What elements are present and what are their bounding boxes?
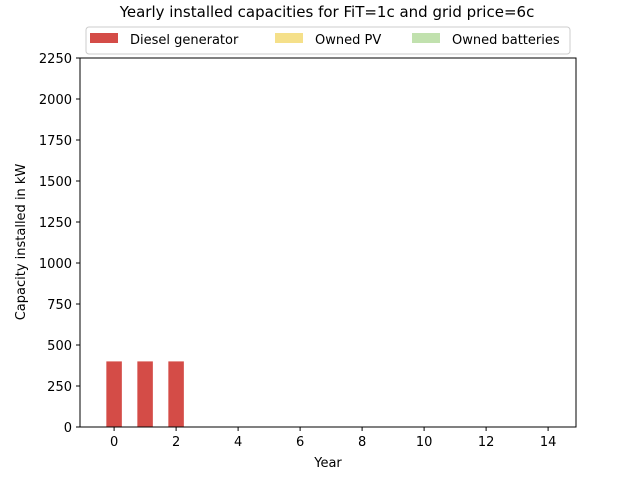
y-tick-label: 1000 bbox=[39, 257, 72, 272]
y-tick-label: 1750 bbox=[39, 134, 72, 149]
x-tick-label: 12 bbox=[478, 435, 495, 450]
y-tick-label: 1250 bbox=[39, 216, 72, 231]
x-tick-label: 2 bbox=[172, 435, 180, 450]
y-tick-label: 2000 bbox=[39, 93, 72, 108]
y-tick-label: 1500 bbox=[39, 175, 72, 190]
legend-frame bbox=[85, 26, 571, 55]
legend-label-1: Owned PV bbox=[315, 33, 381, 48]
legend-label-0: Diesel generator bbox=[130, 33, 239, 48]
bars bbox=[106, 361, 184, 427]
bar-series-0-year-1 bbox=[137, 361, 153, 427]
x-tick-label: 8 bbox=[358, 435, 366, 450]
y-tick-label: 250 bbox=[47, 380, 72, 395]
plot-frame bbox=[79, 57, 577, 428]
x-tick-label: 0 bbox=[110, 435, 118, 450]
y-axis-title: Capacity installed in kW bbox=[14, 164, 29, 321]
bar-series-0-year-0 bbox=[106, 361, 122, 427]
x-axis-ticks: 0 2 4 6 8 10 12 14 bbox=[110, 427, 556, 450]
x-tick-label: 10 bbox=[416, 435, 433, 450]
bar-series-0-year-2 bbox=[168, 361, 184, 427]
x-tick-label: 14 bbox=[540, 435, 557, 450]
legend-swatch-1 bbox=[275, 33, 303, 43]
legend-swatch-2 bbox=[412, 33, 440, 43]
legend-swatch-0 bbox=[90, 33, 118, 43]
y-tick-label: 500 bbox=[47, 339, 72, 354]
legend-label-2: Owned batteries bbox=[452, 33, 560, 48]
y-tick-label: 750 bbox=[47, 298, 72, 313]
y-axis-ticks: 0 250 500 750 1000 1250 1500 1750 2000 2250 bbox=[39, 52, 80, 436]
chart-title: Yearly installed capacities for FiT=1c a… bbox=[119, 3, 535, 21]
y-tick-label: 0 bbox=[64, 421, 72, 436]
y-tick-label: 2250 bbox=[39, 52, 72, 67]
x-axis-title: Year bbox=[313, 456, 342, 471]
x-tick-label: 6 bbox=[296, 435, 304, 450]
legend: Diesel generator Owned PV Owned batteries bbox=[85, 26, 571, 55]
x-tick-label: 4 bbox=[234, 435, 242, 450]
